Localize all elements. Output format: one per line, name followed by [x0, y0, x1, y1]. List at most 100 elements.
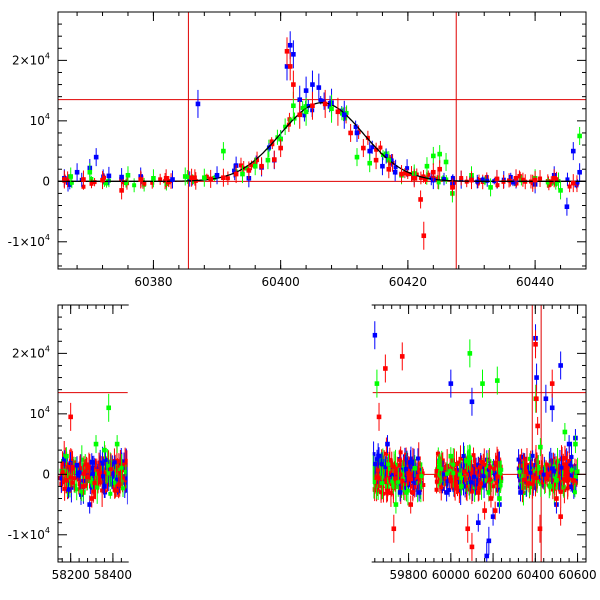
data-point [467, 351, 473, 356]
data-point [410, 490, 416, 495]
data-point [459, 484, 464, 489]
data-point [416, 490, 422, 495]
data-point [125, 172, 131, 178]
data-point [538, 444, 543, 450]
data-point [288, 118, 293, 123]
data-point [530, 481, 535, 486]
data-point [163, 175, 169, 181]
data-point [116, 482, 121, 487]
data-point [487, 459, 492, 464]
x-tick-label: 60400 [516, 568, 554, 582]
data-point [100, 488, 105, 493]
data-point [90, 466, 95, 471]
data-point [414, 478, 419, 483]
data-point [538, 481, 543, 486]
data-point [402, 461, 407, 466]
data-point [469, 467, 474, 472]
data-point [62, 486, 67, 491]
data-point [105, 463, 110, 468]
data-point [493, 460, 498, 465]
data-point [225, 176, 230, 181]
data-point [120, 486, 125, 491]
data-point [255, 158, 260, 163]
data-point [499, 467, 504, 472]
data-point [343, 115, 348, 120]
data-point [465, 526, 471, 532]
data-point [452, 479, 457, 484]
data-point [385, 441, 390, 447]
data-point [444, 177, 449, 182]
data-point [453, 483, 458, 488]
data-point [474, 482, 479, 487]
data-point [570, 180, 576, 186]
data-point [527, 478, 532, 483]
data-point [486, 490, 492, 495]
data-point [513, 175, 519, 181]
data-point [549, 381, 555, 386]
data-point [195, 101, 201, 107]
data-point [119, 465, 124, 470]
data-point [353, 124, 358, 129]
data-point [73, 465, 78, 470]
data-point [575, 469, 580, 474]
data-point [265, 157, 271, 163]
data-point [238, 163, 243, 168]
data-point [442, 477, 447, 482]
data-point [94, 468, 99, 473]
data-point [114, 441, 120, 447]
x-tick-label: 60440 [516, 275, 554, 289]
data-point [426, 172, 431, 177]
data-point [102, 447, 107, 453]
data-point [114, 477, 119, 482]
data-point [417, 474, 422, 479]
y-tick-label: 104 [30, 405, 50, 421]
data-point [121, 180, 126, 185]
data-point [522, 477, 527, 482]
axis-break [127, 305, 373, 562]
data-point [86, 465, 91, 470]
data-point [114, 488, 119, 493]
data-point [74, 462, 80, 468]
data-point [221, 175, 226, 180]
data-point [291, 52, 296, 57]
data-point [523, 466, 528, 471]
data-point [565, 486, 570, 491]
data-point [316, 85, 322, 90]
data-point [550, 487, 555, 492]
data-point [414, 172, 419, 177]
data-point [532, 177, 538, 183]
data-point [482, 508, 487, 513]
data-point [481, 474, 486, 479]
y-tick-base: 10 [30, 407, 45, 421]
data-point [415, 456, 420, 461]
data-point [445, 471, 450, 476]
data-point [107, 471, 112, 476]
data-point [460, 468, 465, 473]
data-point [384, 478, 389, 483]
data-point [108, 467, 113, 472]
data-point [98, 460, 103, 465]
data-point [89, 176, 94, 181]
data-point [498, 471, 503, 476]
data-point [270, 142, 275, 147]
data-point [389, 158, 394, 163]
data-point [278, 136, 283, 142]
data-point [521, 463, 526, 468]
data-point [392, 169, 398, 175]
data-point [569, 485, 574, 490]
data-point [577, 169, 582, 175]
data-point [379, 490, 384, 495]
data-point [566, 469, 571, 474]
y-tick-label: -1×104 [8, 526, 50, 542]
data-point [269, 139, 274, 144]
data-point [572, 474, 577, 479]
data-point [549, 405, 555, 411]
data-point [435, 451, 440, 456]
x-tick-label: 60420 [389, 275, 427, 289]
data-point [375, 457, 380, 462]
data-point [473, 470, 478, 475]
data-point [469, 544, 475, 550]
data-point [520, 177, 525, 182]
data-point [448, 469, 453, 474]
data-point [189, 175, 194, 180]
